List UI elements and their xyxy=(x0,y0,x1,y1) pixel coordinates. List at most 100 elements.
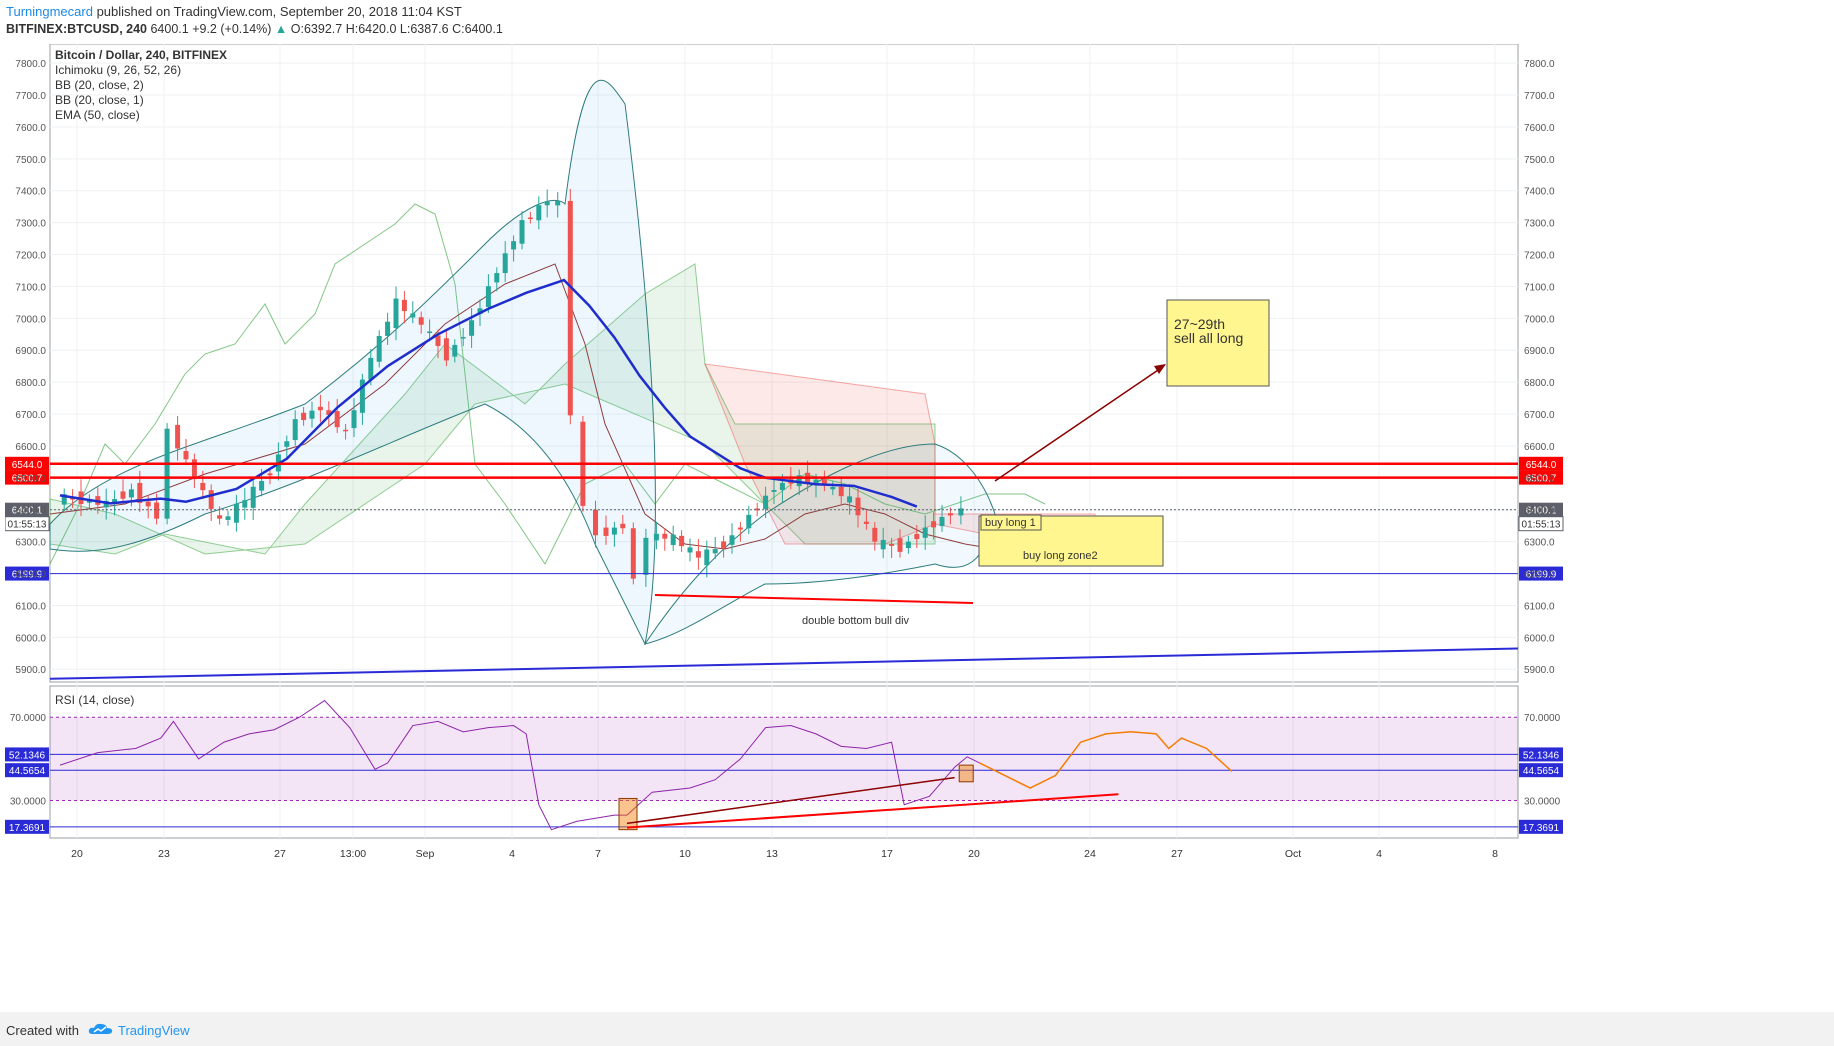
divergence-line xyxy=(654,594,974,604)
candle-body xyxy=(183,451,189,460)
candle-body xyxy=(687,547,693,553)
y-tick-left: 7200.0 xyxy=(15,251,46,262)
candle-body xyxy=(233,503,239,523)
y-tick-right: 7700.0 xyxy=(1524,91,1555,102)
candle-body xyxy=(217,515,223,519)
bb-outer-lower xyxy=(643,443,996,645)
y-tick-right: 6800.0 xyxy=(1524,378,1555,389)
candle-body xyxy=(947,513,953,516)
candle-body xyxy=(527,217,533,220)
candle-body xyxy=(284,441,290,447)
candle-body xyxy=(670,534,676,546)
y-tick-left: 6500.0 xyxy=(15,474,46,485)
y-tick-right: 7400.0 xyxy=(1524,187,1555,198)
candle-body xyxy=(729,535,735,545)
author-link[interactable]: Turningmecard xyxy=(6,4,93,19)
target-arrowhead xyxy=(1154,364,1166,374)
y-tick-left: 7600.0 xyxy=(15,123,46,134)
candle-body xyxy=(343,429,349,432)
y-tick-right: 7500.0 xyxy=(1524,155,1555,166)
candle-body xyxy=(145,501,151,507)
candle-body xyxy=(704,549,710,566)
candle-body xyxy=(103,500,109,508)
candle-body xyxy=(112,499,118,504)
price-change: +9.2 (+0.14%) xyxy=(192,22,272,36)
target-note-line2: sell all long xyxy=(1174,330,1243,346)
rsi-support-line xyxy=(626,793,1119,829)
candle-body xyxy=(317,406,323,411)
level-badge xyxy=(5,502,49,517)
y-tick-left: 6300.0 xyxy=(15,538,46,549)
candle-body xyxy=(630,528,636,579)
level-badge xyxy=(5,470,49,485)
candle-body xyxy=(225,516,231,520)
candle-body xyxy=(427,331,433,334)
rsi-pane: 30.0000 30.0000 70.0000 70.0000 52.1346 52.13… xyxy=(5,699,1563,834)
candle-body xyxy=(477,308,483,314)
published-text: published on TradingView.com, September … xyxy=(96,4,462,19)
level-badge-label: 6500.7 xyxy=(12,474,43,485)
chart-area[interactable]: 6544.0 6544.0 6500.7 6500.7 6400.1 6400.1 6199… xyxy=(4,43,1833,1012)
x-tick-label: 23 xyxy=(158,848,170,860)
price-chart[interactable]: 6544.0 6544.0 6500.7 6500.7 6400.1 6400.1 6199… xyxy=(4,43,1833,1012)
y-tick-left: 7100.0 xyxy=(15,282,46,293)
candle-body xyxy=(200,482,206,491)
rsi-line xyxy=(59,699,981,831)
legend-title: Bitcoin / Dollar, 240, BITFINEX xyxy=(55,48,227,62)
legend: Bitcoin / Dollar, 240, BITFINEX Ichimoku… xyxy=(55,48,227,707)
rsi-tick-left: 30.0000 xyxy=(10,797,47,808)
y-tick-left: 6600.0 xyxy=(15,442,46,453)
y-tick-right: 6900.0 xyxy=(1524,346,1555,357)
rsi-level-badge xyxy=(5,747,49,762)
candle-body xyxy=(695,551,701,558)
candle-body xyxy=(326,410,332,415)
y-tick-left: 6700.0 xyxy=(15,410,46,421)
buy2-label: buy long zone2 xyxy=(1023,550,1098,562)
candle-body xyxy=(746,514,752,529)
candle-body xyxy=(958,508,964,516)
y-tick-left: 6100.0 xyxy=(15,601,46,612)
candle-body xyxy=(485,286,491,308)
candle-body xyxy=(855,497,861,516)
y-tick-right: 6500.0 xyxy=(1524,474,1555,485)
x-tick-label: 20 xyxy=(71,848,83,860)
candle-body xyxy=(61,494,67,505)
legend-ichimoku: Ichimoku (9, 26, 52, 26) xyxy=(55,63,181,77)
symbol-info: BITFINEX:BTCUSD, 240 6400.1 +9.2 (+0.14%… xyxy=(6,22,503,36)
candle-body xyxy=(208,490,214,509)
candle-body xyxy=(830,486,836,490)
candle-body xyxy=(544,201,550,206)
y-tick-right: 6600.0 xyxy=(1524,442,1555,453)
legend-bb2: BB (20, close, 2) xyxy=(55,78,144,92)
candle-body xyxy=(771,489,777,492)
target-note-line1: 27~29th xyxy=(1174,316,1225,332)
x-tick-label: 24 xyxy=(1084,848,1096,860)
publish-info: Turningmecard published on TradingView.c… xyxy=(6,4,462,19)
candle-body xyxy=(511,241,517,250)
candle-body xyxy=(242,500,248,508)
y-tick-left: 7500.0 xyxy=(15,155,46,166)
rsi-level-badge xyxy=(5,819,49,834)
x-tick-label: 27 xyxy=(274,848,286,860)
y-tick-right: 7800.0 xyxy=(1524,59,1555,70)
candle-body xyxy=(460,337,466,339)
candle-body xyxy=(401,299,407,312)
legend-bb1: BB (20, close, 1) xyxy=(55,93,144,107)
level-badge-label: 6500.7 xyxy=(1526,474,1557,485)
long-trendline xyxy=(49,647,1519,680)
tradingview-link[interactable]: TradingView xyxy=(118,1023,190,1038)
y-tick-right: 6700.0 xyxy=(1524,410,1555,421)
candle-body xyxy=(593,509,598,536)
y-tick-right: 7300.0 xyxy=(1524,219,1555,230)
countdown-badge xyxy=(4,516,50,532)
y-tick-left: 6000.0 xyxy=(15,633,46,644)
candle-body xyxy=(393,298,399,329)
candle-body xyxy=(410,313,416,318)
rsi-level-label: 44.5654 xyxy=(9,766,46,777)
y-tick-left: 7000.0 xyxy=(15,314,46,325)
candle-body xyxy=(154,502,160,519)
x-tick-label: 4 xyxy=(1376,848,1382,860)
candle-body xyxy=(86,499,92,503)
target-note xyxy=(1166,299,1270,387)
